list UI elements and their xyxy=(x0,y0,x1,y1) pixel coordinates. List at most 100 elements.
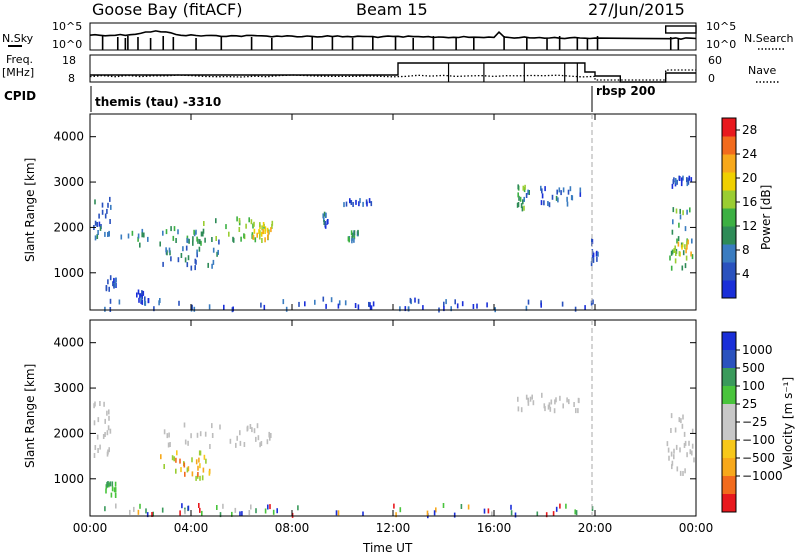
power-cell xyxy=(557,197,559,203)
velocity-cell xyxy=(531,394,533,400)
velocity-cell xyxy=(97,448,99,453)
power-cell xyxy=(236,216,238,222)
velocity-cell xyxy=(199,475,201,481)
power-cell xyxy=(158,300,160,306)
power-cell xyxy=(325,303,327,309)
power-colorbar-tick-label: 20 xyxy=(742,171,757,185)
power-cell xyxy=(147,236,149,242)
velocity-cell xyxy=(99,444,101,450)
velocity-cell xyxy=(680,418,682,424)
velocity-cell xyxy=(204,431,207,437)
velocity-cell xyxy=(176,450,178,456)
power-cell xyxy=(687,239,689,245)
velocity-colorbar-tick-label: 500 xyxy=(742,361,765,375)
power-cell xyxy=(140,293,142,299)
x-tick-label: 04:00 xyxy=(174,521,209,535)
power-cell xyxy=(110,204,112,210)
velocity-cell xyxy=(146,512,149,518)
power-cell xyxy=(215,236,217,241)
velocity-cell xyxy=(241,511,243,517)
velocity-cell xyxy=(260,441,263,446)
power-cell xyxy=(104,231,106,237)
power-cell xyxy=(216,251,218,257)
power-cell xyxy=(159,241,161,247)
power-cell xyxy=(137,236,139,242)
power-cell xyxy=(182,246,184,252)
cpid-mode-1: themis (tau) -3310 xyxy=(95,95,221,109)
power-cell xyxy=(330,297,333,303)
power-cell xyxy=(560,190,562,196)
power-cell xyxy=(172,235,175,241)
power-cell xyxy=(362,201,364,207)
velocity-cell xyxy=(575,408,577,414)
velocity-cell xyxy=(291,512,294,518)
velocity-cell xyxy=(108,415,110,421)
power-cell xyxy=(595,251,598,257)
power-cell xyxy=(245,223,247,229)
power-cell xyxy=(551,194,554,200)
velocity-cell xyxy=(102,434,105,439)
power-cell xyxy=(94,235,97,241)
velocity-cell xyxy=(674,427,677,433)
beam-label: Beam 15 xyxy=(356,0,428,19)
power-cell xyxy=(238,227,241,232)
velocity-cell xyxy=(577,408,579,414)
velocity-cell xyxy=(109,481,112,487)
velocity-cell xyxy=(676,466,679,472)
velocity-cell xyxy=(166,433,169,439)
power-cell xyxy=(591,238,593,244)
power-cell xyxy=(166,250,168,256)
velocity-cell xyxy=(106,451,109,457)
power-cell xyxy=(271,220,274,226)
power-cell xyxy=(687,179,690,185)
power-colorbar-segment xyxy=(722,118,736,137)
power-cell xyxy=(259,230,261,236)
power-cell xyxy=(190,265,193,271)
power-cell xyxy=(98,213,100,219)
power-cell xyxy=(674,258,677,264)
velocity-cell xyxy=(259,442,261,448)
power-cell xyxy=(369,305,372,311)
power-cell xyxy=(522,185,525,191)
power-cell xyxy=(136,292,138,298)
power-cell xyxy=(108,286,110,292)
power-cell xyxy=(359,198,361,204)
power-cell xyxy=(192,236,194,242)
power-cell xyxy=(196,249,198,255)
velocity-cell xyxy=(181,503,183,509)
y-tick-label: 3000 xyxy=(53,381,84,395)
velocity-cell xyxy=(682,471,684,476)
power-cell xyxy=(193,229,195,235)
power-cell xyxy=(681,177,683,183)
power-cell xyxy=(208,304,211,310)
power-cell xyxy=(267,234,269,240)
noise-panel-frame xyxy=(89,22,697,51)
power-colorbar-segment xyxy=(722,280,736,299)
power-cell xyxy=(101,209,104,215)
power-cell xyxy=(670,265,673,271)
power-cell xyxy=(684,226,687,232)
power-cell xyxy=(223,304,225,310)
velocity-cell xyxy=(191,457,193,463)
power-cell xyxy=(252,234,255,240)
velocity-cell xyxy=(520,407,523,413)
velocity-colorbar-segment xyxy=(722,494,736,513)
velocity-cell xyxy=(137,509,140,515)
velocity-cell xyxy=(266,439,269,445)
power-cell xyxy=(337,303,340,309)
power-cell xyxy=(445,299,447,305)
velocity-cell xyxy=(272,509,275,515)
power-cell xyxy=(109,196,111,202)
power-colorbar-segment xyxy=(722,172,736,191)
power-cell xyxy=(143,232,145,238)
power-cell xyxy=(678,222,680,228)
power-cell xyxy=(109,275,112,281)
power-cell xyxy=(187,255,190,261)
velocity-cell xyxy=(433,510,436,516)
power-cell xyxy=(202,231,204,237)
velocity-cell xyxy=(222,503,224,509)
power-cell xyxy=(450,306,452,312)
velocity-cell xyxy=(276,508,278,514)
power-cell xyxy=(675,251,677,256)
velocity-cell xyxy=(231,511,233,517)
